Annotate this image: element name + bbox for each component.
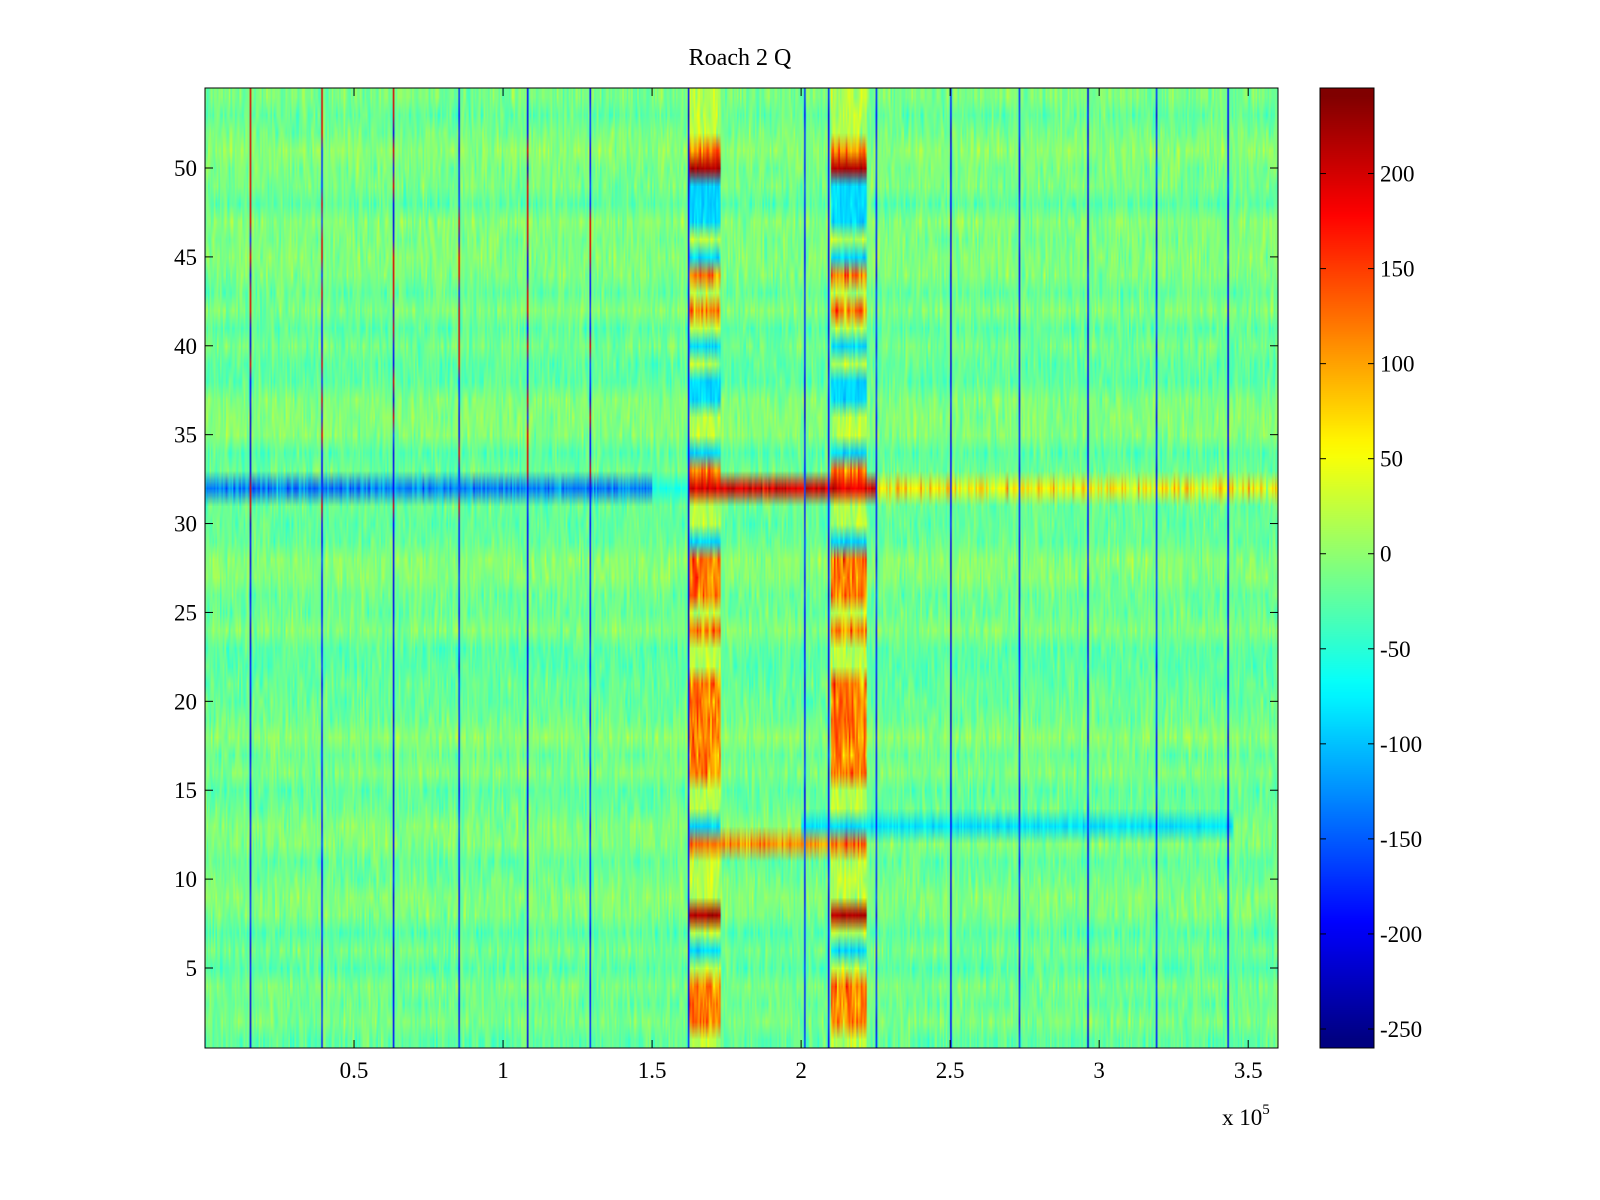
y-tick-label: 30	[174, 512, 197, 537]
x-tick-label: 2	[795, 1058, 807, 1083]
x-tick-label: 1.5	[638, 1058, 667, 1083]
colorbar-box	[1319, 87, 1375, 1049]
y-tick-label: 5	[186, 956, 198, 981]
colorbar-tick-label: 200	[1380, 162, 1415, 187]
plot-axes-box	[204, 87, 1279, 1049]
x-tick-label: 3	[1093, 1058, 1105, 1083]
colorbar-tick-label: -150	[1380, 827, 1422, 852]
colorbar-tick-label: 50	[1380, 447, 1403, 472]
x-tick-label: 3.5	[1234, 1058, 1263, 1083]
heatmap-image	[205, 88, 1278, 1048]
colorbar-ticks: 200 150 100 50 0 -50 -100 -150 -200 -250	[1320, 162, 1422, 1042]
y-tick-label: 15	[174, 778, 197, 803]
y-tick-label: 35	[174, 423, 197, 448]
y-tick-label: 25	[174, 600, 197, 625]
x-tick-label: 0.5	[340, 1058, 369, 1083]
colorbar-tick-label: -250	[1380, 1017, 1422, 1042]
colorbar-tick-label: -100	[1380, 732, 1422, 757]
y-tick-label: 10	[174, 867, 197, 892]
heatmap-plot-area: 0.5 1 1.5 2 2.5 3 3.5 5 10 15 20 25 30 35 40 45 50	[174, 87, 1279, 1083]
y-tick-label: 20	[174, 689, 197, 714]
colorbar-tick-label: 150	[1380, 257, 1415, 282]
colorbar-tick-label: 100	[1380, 352, 1415, 377]
x-axis-multiplier: x 105	[1222, 1102, 1270, 1130]
colorbar-tick-label: 0	[1380, 542, 1392, 567]
x-tick-label: 2.5	[936, 1058, 965, 1083]
y-tick-label: 40	[174, 334, 197, 359]
colorbar-tick-label: -50	[1380, 637, 1411, 662]
colorbar-gradient	[1320, 88, 1374, 1048]
colorbar: 200 150 100 50 0 -50 -100 -150 -200 -250	[1319, 87, 1422, 1049]
y-tick-label: 45	[174, 245, 197, 270]
y-axis-ticks: 5 10 15 20 25 30 35 40 45 50	[174, 156, 1278, 981]
y-tick-label: 50	[174, 156, 197, 181]
x-axis-ticks: 0.5 1 1.5 2 2.5 3 3.5	[340, 88, 1263, 1083]
chart-title: Roach 2 Q	[689, 45, 792, 71]
colorbar-tick-label: -200	[1380, 922, 1422, 947]
x-tick-label: 1	[497, 1058, 509, 1083]
